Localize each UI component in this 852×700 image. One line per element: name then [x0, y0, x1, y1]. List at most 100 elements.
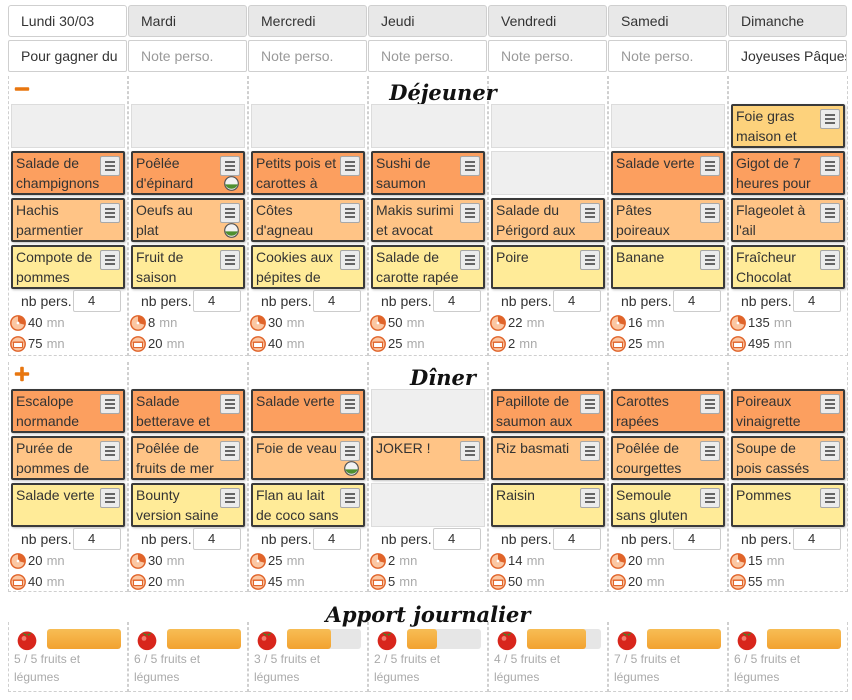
- dish-card[interactable]: Escalope normande: [11, 389, 125, 433]
- dish-card[interactable]: Poêlée d'épinard: [131, 151, 245, 195]
- nb-pers-input[interactable]: 4: [673, 528, 721, 550]
- nb-pers-input[interactable]: 4: [793, 290, 841, 312]
- menu-button[interactable]: [820, 203, 840, 223]
- nb-pers-input[interactable]: 4: [673, 290, 721, 312]
- nb-pers-input[interactable]: 4: [793, 528, 841, 550]
- menu-button[interactable]: [820, 441, 840, 461]
- note-input[interactable]: Note perso.: [128, 40, 247, 72]
- empty-slot[interactable]: [491, 151, 605, 195]
- note-input[interactable]: Note perso.: [368, 40, 487, 72]
- nb-pers-input[interactable]: 4: [433, 290, 481, 312]
- dish-card[interactable]: Sushi de saumon: [371, 151, 485, 195]
- menu-button[interactable]: [580, 250, 600, 270]
- day-tab[interactable]: Mardi: [128, 5, 247, 37]
- dish-card[interactable]: Papillote de saumon aux: [491, 389, 605, 433]
- dish-card[interactable]: Bounty version saine: [131, 483, 245, 527]
- menu-button[interactable]: [340, 488, 360, 508]
- dish-card[interactable]: Makis surimi et avocat: [371, 198, 485, 242]
- empty-slot[interactable]: [611, 104, 725, 148]
- dish-card[interactable]: Fraîcheur Chocolat: [731, 245, 845, 289]
- nb-pers-input[interactable]: 4: [313, 528, 361, 550]
- dish-card[interactable]: Flan au lait de coco sans: [251, 483, 365, 527]
- nb-pers-input[interactable]: 4: [73, 290, 121, 312]
- empty-slot[interactable]: [251, 104, 365, 148]
- collapse-button[interactable]: [13, 80, 31, 98]
- dish-card[interactable]: Pommes: [731, 483, 845, 527]
- note-input[interactable]: Note perso.: [248, 40, 367, 72]
- dish-card[interactable]: Raisin: [491, 483, 605, 527]
- empty-slot[interactable]: [371, 104, 485, 148]
- menu-button[interactable]: [220, 441, 240, 461]
- empty-slot[interactable]: [11, 104, 125, 148]
- menu-button[interactable]: [220, 156, 240, 176]
- menu-button[interactable]: [220, 394, 240, 414]
- note-input[interactable]: Pour gagner du: [8, 40, 127, 72]
- dish-card[interactable]: Pâtes poireaux: [611, 198, 725, 242]
- dish-card[interactable]: Soupe de pois cassés: [731, 436, 845, 480]
- day-tab[interactable]: Mercredi: [248, 5, 367, 37]
- day-tab[interactable]: Vendredi: [488, 5, 607, 37]
- dish-card[interactable]: Poêlée de fruits de mer: [131, 436, 245, 480]
- dish-card[interactable]: JOKER !: [371, 436, 485, 480]
- menu-button[interactable]: [340, 394, 360, 414]
- day-tab[interactable]: Samedi: [608, 5, 727, 37]
- nb-pers-input[interactable]: 4: [553, 290, 601, 312]
- dish-card[interactable]: Riz basmati: [491, 436, 605, 480]
- note-input[interactable]: Joyeuses Pâques: [728, 40, 847, 72]
- dish-card[interactable]: Salade du Périgord aux: [491, 198, 605, 242]
- menu-button[interactable]: [580, 203, 600, 223]
- dish-card[interactable]: Compote de pommes: [11, 245, 125, 289]
- empty-slot[interactable]: [371, 483, 485, 527]
- menu-button[interactable]: [820, 488, 840, 508]
- dish-card[interactable]: Salade de champignons: [11, 151, 125, 195]
- menu-button[interactable]: [220, 203, 240, 223]
- menu-button[interactable]: [820, 394, 840, 414]
- dish-card[interactable]: Salade betterave et: [131, 389, 245, 433]
- menu-button[interactable]: [700, 441, 720, 461]
- nb-pers-input[interactable]: 4: [193, 528, 241, 550]
- menu-button[interactable]: [100, 203, 120, 223]
- empty-slot[interactable]: [371, 389, 485, 433]
- menu-button[interactable]: [700, 488, 720, 508]
- empty-slot[interactable]: [131, 104, 245, 148]
- menu-button[interactable]: [820, 109, 840, 129]
- dish-card[interactable]: Côtes d'agneau: [251, 198, 365, 242]
- note-input[interactable]: Note perso.: [608, 40, 727, 72]
- menu-button[interactable]: [100, 441, 120, 461]
- menu-button[interactable]: [100, 250, 120, 270]
- menu-button[interactable]: [580, 488, 600, 508]
- menu-button[interactable]: [460, 156, 480, 176]
- menu-button[interactable]: [100, 156, 120, 176]
- nb-pers-input[interactable]: 4: [553, 528, 601, 550]
- menu-button[interactable]: [700, 156, 720, 176]
- dish-card[interactable]: Poireaux vinaigrette au: [731, 389, 845, 433]
- dish-card[interactable]: Cookies aux pépites de: [251, 245, 365, 289]
- dish-card[interactable]: Petits pois et carottes à l'ail: [251, 151, 365, 195]
- dish-card[interactable]: Purée de pommes de: [11, 436, 125, 480]
- menu-button[interactable]: [340, 441, 360, 461]
- expand-button[interactable]: [13, 365, 31, 383]
- dish-card[interactable]: Fruit de saison: [131, 245, 245, 289]
- dish-card[interactable]: Foie gras maison et son: [731, 104, 845, 148]
- dish-card[interactable]: Banane: [611, 245, 725, 289]
- dish-card[interactable]: Semoule sans gluten et: [611, 483, 725, 527]
- dish-card[interactable]: Salade de carotte rapée: [371, 245, 485, 289]
- day-tab[interactable]: Lundi 30/03: [8, 5, 127, 37]
- menu-button[interactable]: [700, 250, 720, 270]
- menu-button[interactable]: [460, 250, 480, 270]
- dish-card[interactable]: Salade verte: [251, 389, 365, 433]
- menu-button[interactable]: [700, 203, 720, 223]
- dish-card[interactable]: Poêlée de courgettes: [611, 436, 725, 480]
- dish-card[interactable]: Hachis parmentier: [11, 198, 125, 242]
- day-tab[interactable]: Dimanche: [728, 5, 847, 37]
- dish-card[interactable]: Flageolet à l'ail: [731, 198, 845, 242]
- menu-button[interactable]: [820, 156, 840, 176]
- menu-button[interactable]: [460, 203, 480, 223]
- menu-button[interactable]: [340, 250, 360, 270]
- empty-slot[interactable]: [491, 104, 605, 148]
- day-tab[interactable]: Jeudi: [368, 5, 487, 37]
- menu-button[interactable]: [340, 203, 360, 223]
- menu-button[interactable]: [820, 250, 840, 270]
- note-input[interactable]: Note perso.: [488, 40, 607, 72]
- menu-button[interactable]: [100, 394, 120, 414]
